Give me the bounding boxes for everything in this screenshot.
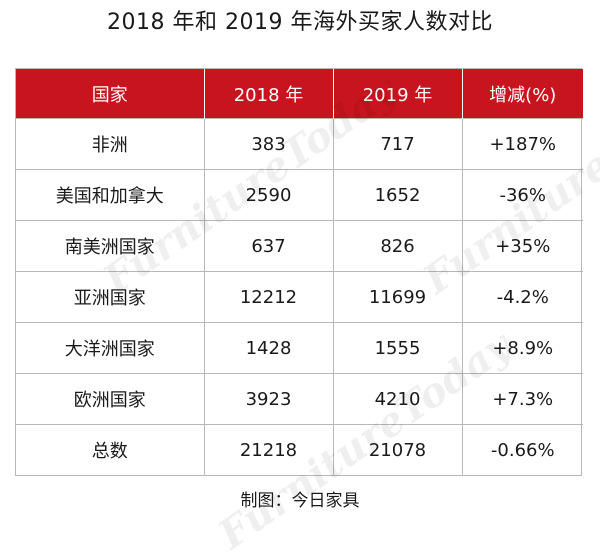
cell-2019: 1555 [333,322,463,374]
cell-2018: 383 [204,118,334,170]
cell-2019: 21078 [333,424,463,475]
cell-2018: 12212 [204,271,334,323]
column-header-change: 增减(%) [462,69,583,119]
cell-2018: 2590 [204,169,334,221]
cell-change: +7.3% [462,373,583,425]
column-header-2019: 2019 年 [333,69,463,119]
table-row: 南美洲国家 637 826 +35% [16,220,583,272]
data-table: 国家 2018 年 2019 年 增减(%) 非洲 383 717 +187% … [16,69,583,475]
cell-country: 非洲 [16,118,205,170]
cell-2018: 3923 [204,373,334,425]
cell-change: -0.66% [462,424,583,475]
cell-2019: 4210 [333,373,463,425]
cell-change: -36% [462,169,583,221]
cell-change: -4.2% [462,271,583,323]
cell-country: 大洋洲国家 [16,322,205,374]
cell-country: 美国和加拿大 [16,169,205,221]
cell-change: +8.9% [462,322,583,374]
cell-country: 亚洲国家 [16,271,205,323]
cell-2019: 826 [333,220,463,272]
table-row: 欧洲国家 3923 4210 +7.3% [16,373,583,425]
source-caption: 制图：今日家具 [240,491,360,511]
table-header-row: 国家 2018 年 2019 年 增减(%) [16,69,583,119]
cell-change: +35% [462,220,583,272]
cell-change: +187% [462,118,583,170]
table-row: 非洲 383 717 +187% [16,118,583,170]
cell-2018: 637 [204,220,334,272]
cell-2019: 11699 [333,271,463,323]
cell-country: 南美洲国家 [16,220,205,272]
table-row: 大洋洲国家 1428 1555 +8.9% [16,322,583,374]
column-header-country: 国家 [16,69,205,119]
cell-2019: 717 [333,118,463,170]
cell-2018: 21218 [204,424,334,475]
cell-country: 欧洲国家 [16,373,205,425]
table-body: 非洲 383 717 +187% 美国和加拿大 2590 1652 -36% 南… [16,118,583,475]
cell-country: 总数 [16,424,205,475]
data-table-container: 国家 2018 年 2019 年 增减(%) 非洲 383 717 +187% … [15,68,583,476]
column-header-2018: 2018 年 [204,69,334,119]
table-row: 亚洲国家 12212 11699 -4.2% [16,271,583,323]
cell-2018: 1428 [204,322,334,374]
table-row: 美国和加拿大 2590 1652 -36% [16,169,583,221]
cell-2019: 1652 [333,169,463,221]
table-row-total: 总数 21218 21078 -0.66% [16,424,583,475]
chart-title: 2018 年和 2019 年海外买家人数对比 [107,10,493,35]
